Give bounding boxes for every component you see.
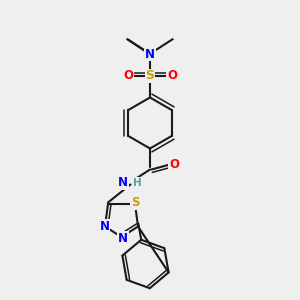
Text: N: N (118, 232, 128, 245)
Text: N: N (145, 48, 155, 61)
Text: S: S (131, 196, 139, 209)
Text: O: O (169, 158, 179, 172)
Text: N: N (118, 176, 128, 190)
Text: O: O (167, 69, 177, 82)
Text: O: O (123, 69, 133, 82)
Text: N: N (99, 220, 110, 233)
Text: H: H (133, 178, 142, 188)
Text: S: S (146, 69, 154, 82)
